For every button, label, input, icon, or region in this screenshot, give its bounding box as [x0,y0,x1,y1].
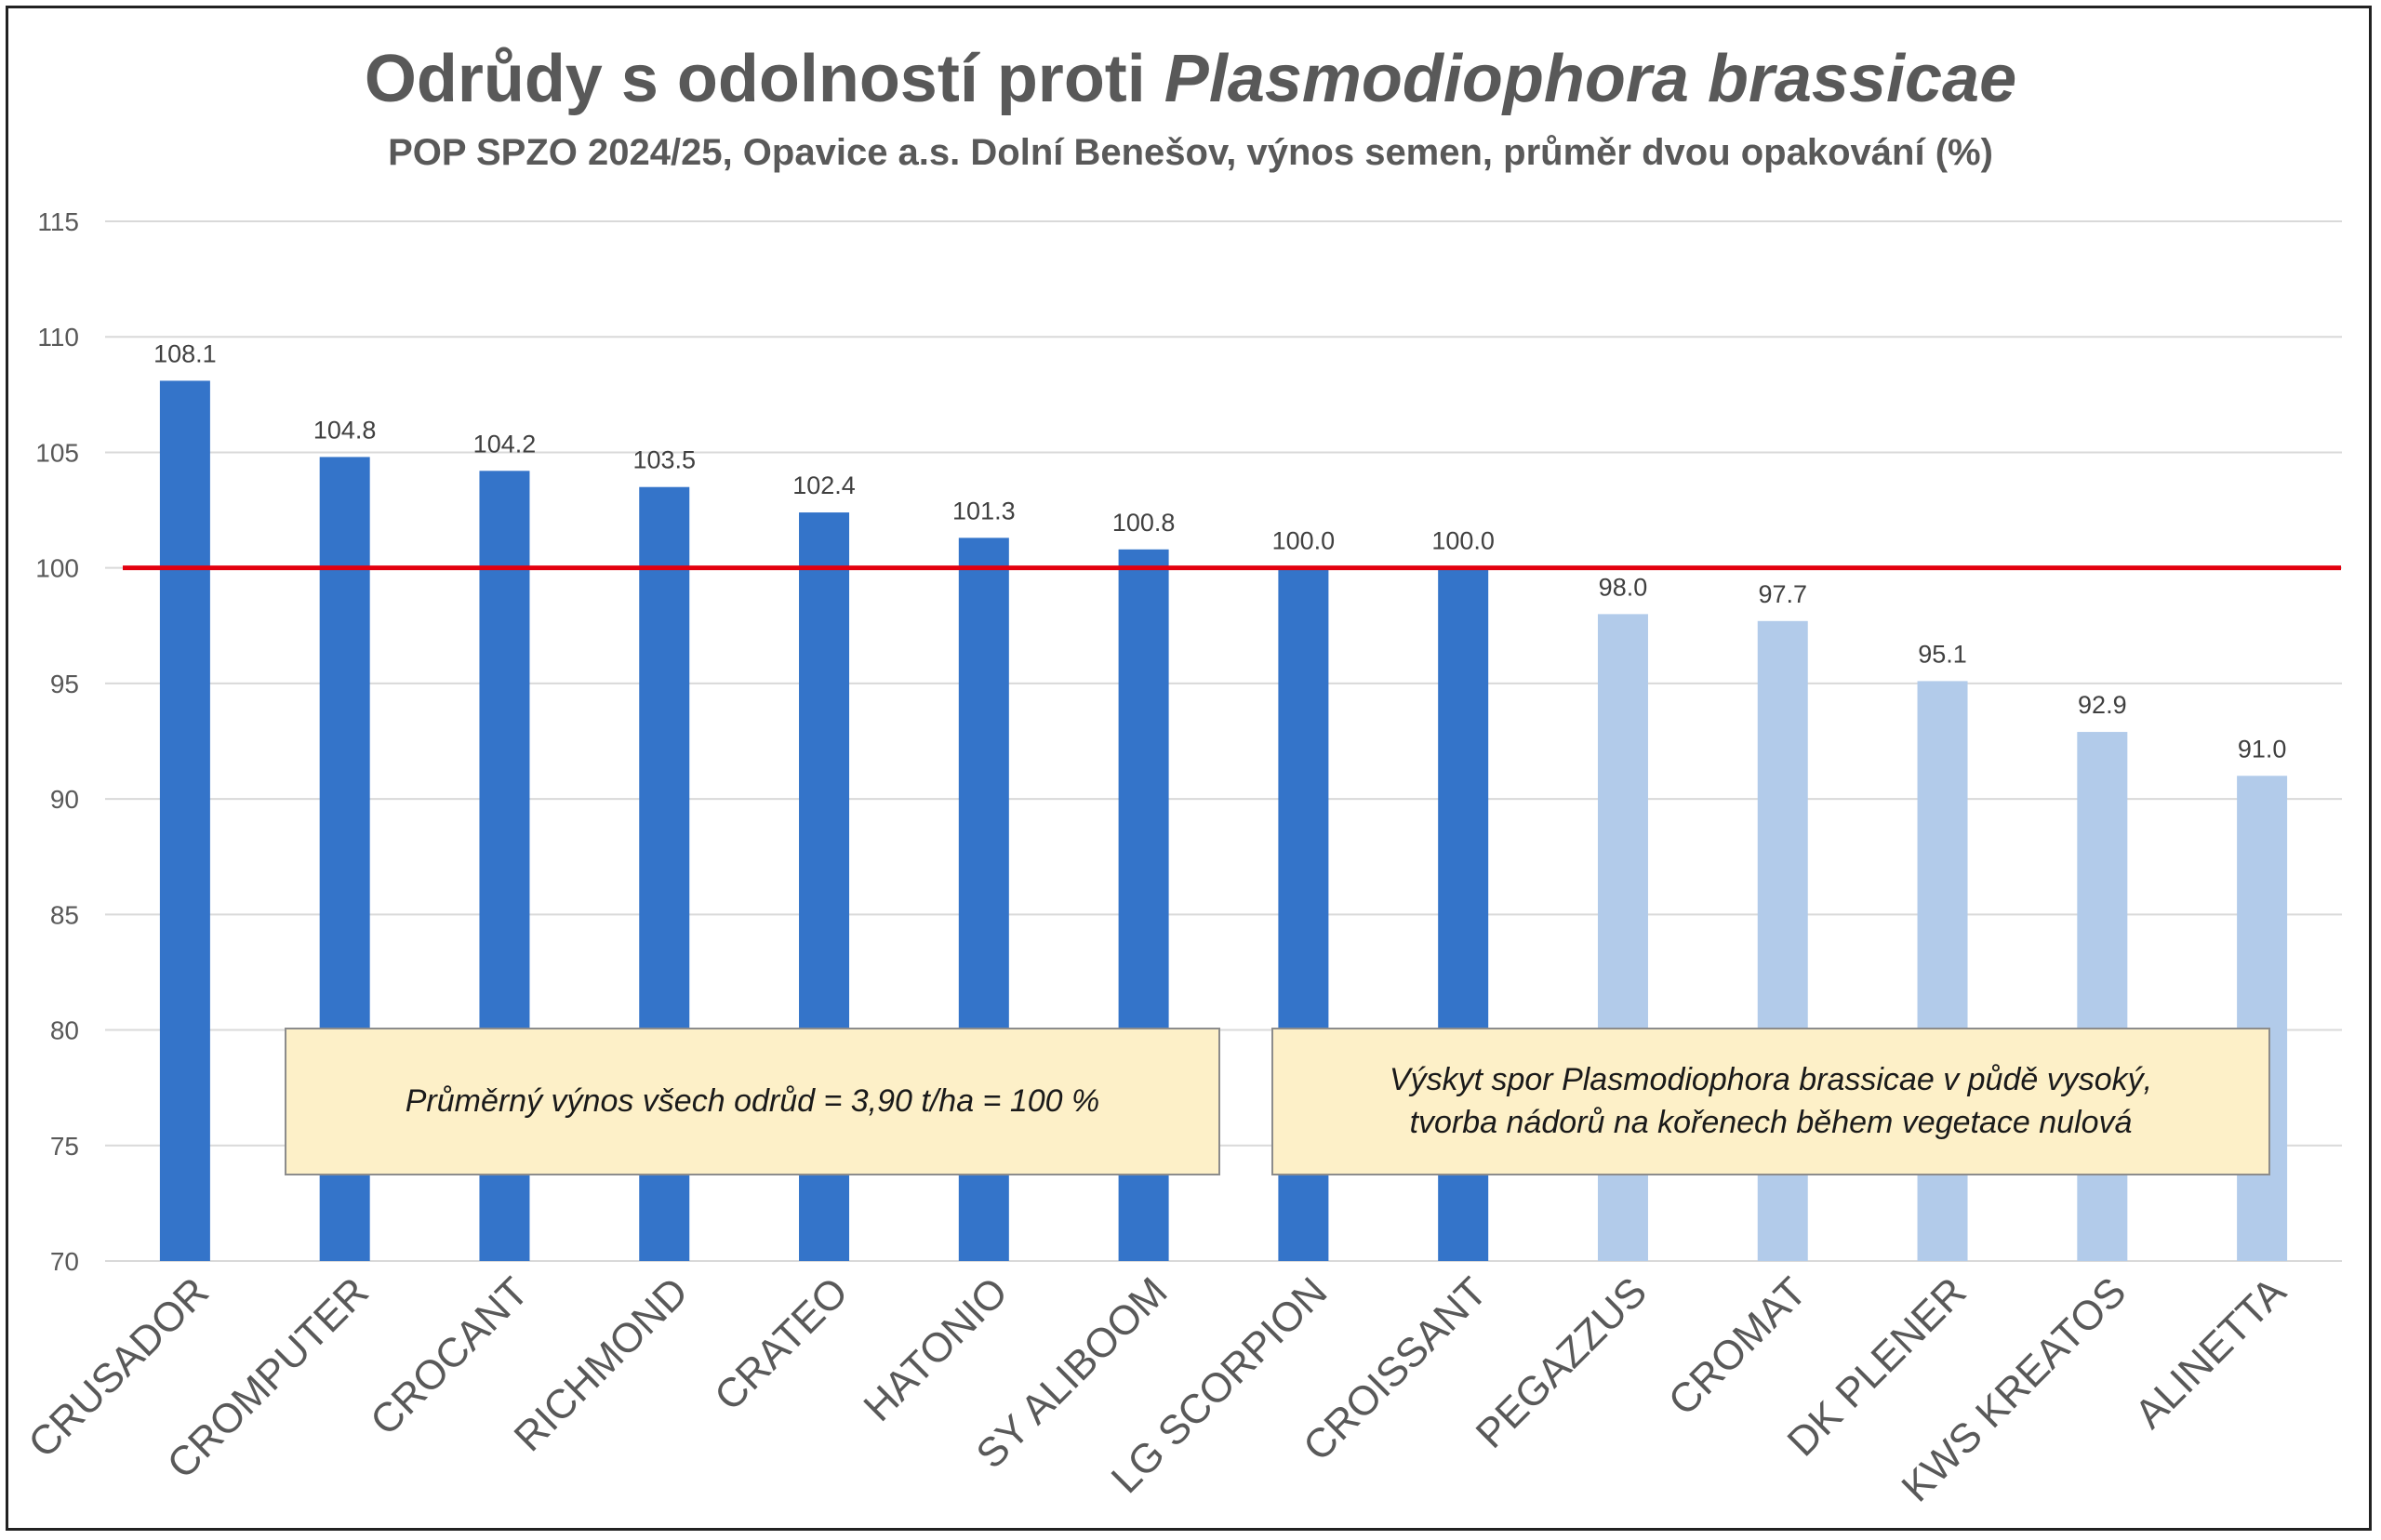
y-tick-label: 75 [50,1132,79,1161]
x-tick-label: CROCANT [362,1268,537,1443]
data-label: 101.3 [952,497,1016,524]
y-tick-label: 105 [35,438,79,467]
annotation-spore-line-2: tvorba nádorů na kořenech během vegetace… [1409,1104,2133,1140]
data-label: 100.0 [1431,527,1495,555]
data-label: 108.1 [153,339,217,367]
y-tick-label: 90 [50,785,79,814]
y-tick-label: 70 [50,1247,79,1276]
annotation-spore-line-1: Výskyt spor Plasmodiophora brassicae v p… [1389,1061,2153,1097]
y-tick-label: 95 [50,670,79,698]
y-tick-label: 85 [50,900,79,929]
x-tick-label: PEGAZZUS [1468,1268,1656,1456]
y-tick-label: 80 [50,1016,79,1045]
data-label: 91.0 [2238,735,2287,763]
data-labels: 108.1 104.8 104.2 103.5 102.4 101.3 100.8 100.0… [153,339,2286,763]
data-label: 100.8 [1112,509,1176,537]
chart-subtitle: POP SPZO 2024/25, Opavice a.s. Dolní Ben… [388,132,1993,173]
x-tick-label: RICHMOND [506,1268,698,1460]
data-label: 103.5 [632,446,696,474]
y-axis-ticks: 70 75 80 85 90 95 100 105 110 115 [35,207,79,1276]
data-label: 98.0 [1599,573,1648,601]
data-label: 100.0 [1272,527,1336,555]
x-tick-label: CRATEO [706,1268,857,1419]
y-tick-label: 110 [37,323,79,352]
bar [159,380,210,1262]
data-label: 102.4 [792,471,856,499]
y-tick-label: 100 [35,554,79,583]
data-label: 97.7 [1758,580,1807,608]
annotation-average-yield: Průměrný výnos všech odrůd = 3,90 t/ha =… [285,1028,1220,1175]
chart-title-main: Odrůdy s odolností proti [364,42,1146,116]
data-label: 92.9 [2078,691,2127,719]
data-label: 104.8 [313,416,377,444]
x-tick-label: ALINETTA [2126,1268,2295,1437]
chart-frame [6,6,2372,1531]
data-label: 95.1 [1918,640,1967,668]
annotation-spore-occurrence: Výskyt spor Plasmodiophora brassicae v p… [1271,1028,2270,1175]
bar [2077,732,2128,1261]
chart-title-italic: Plasmodiophora brassicae [1164,42,2017,116]
chart-title: Odrůdy s odolností proti Plasmodiophora … [0,41,2381,117]
annotation-average-yield-line: Průměrný výnos všech odrůd = 3,90 t/ha =… [405,1082,1100,1119]
bar [2237,776,2288,1261]
y-tick-label: 115 [37,207,79,236]
x-tick-label: HATONIO [855,1268,1017,1430]
data-label: 104.2 [473,430,537,458]
x-tick-label: CROMAT [1660,1268,1816,1424]
